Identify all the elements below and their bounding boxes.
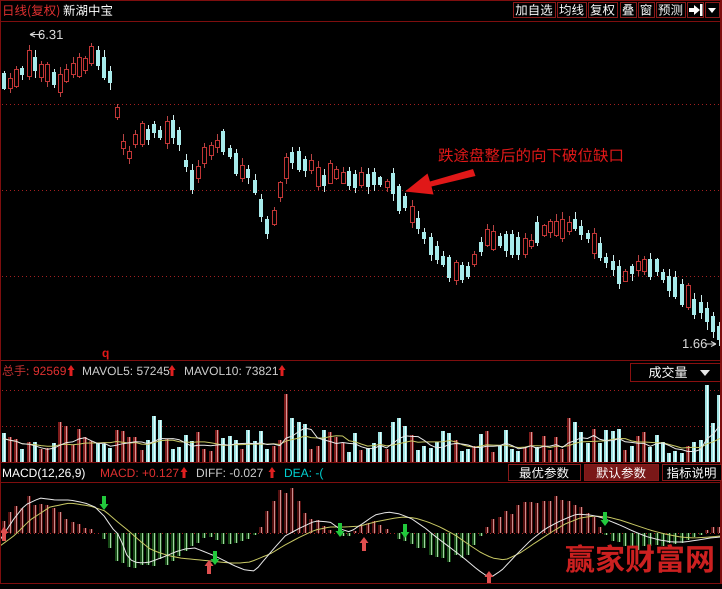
svg-text:MACD(12,26,9): MACD(12,26,9) <box>2 466 85 480</box>
svg-text:MAVOL10: 73821: MAVOL10: 73821 <box>184 364 279 378</box>
svg-text:6.31: 6.31 <box>38 27 63 42</box>
svg-text:MACD: +0.127: MACD: +0.127 <box>100 466 179 480</box>
svg-text:q: q <box>102 346 109 360</box>
svg-text:1.66: 1.66 <box>682 336 707 351</box>
svg-text:DEA: -(: DEA: -( <box>284 466 323 480</box>
svg-text:92569: 92569 <box>33 364 67 378</box>
svg-text:DIFF: -0.027: DIFF: -0.027 <box>196 466 264 480</box>
svg-text:MAVOL5: 57245: MAVOL5: 57245 <box>82 364 170 378</box>
